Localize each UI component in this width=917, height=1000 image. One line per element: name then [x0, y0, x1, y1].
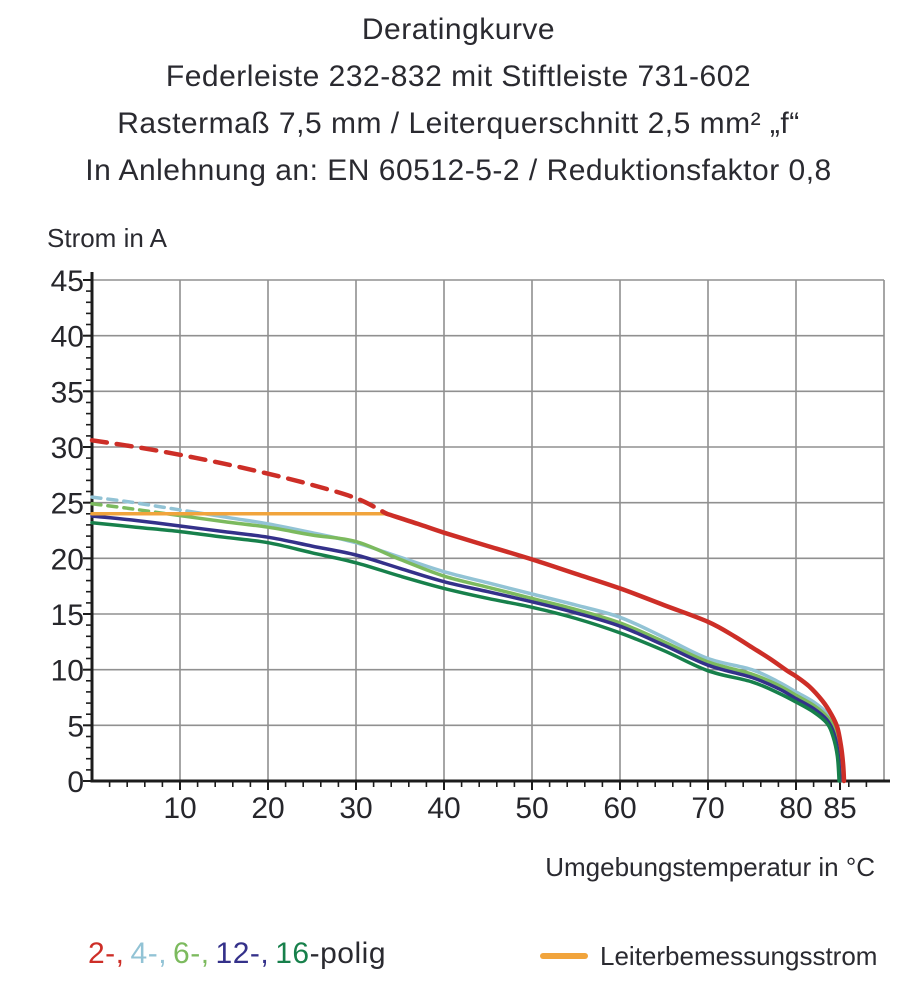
- x-tick-label: 40: [427, 792, 460, 825]
- legend-pole-item: 12-,: [215, 937, 270, 970]
- y-tick-label: 0: [67, 766, 84, 799]
- x-tick-label: 10: [163, 792, 196, 825]
- x-tick-label: 70: [691, 792, 724, 825]
- chart-subtitle-standard: In Anlehnung an: EN 60512-5-2 / Reduktio…: [85, 154, 832, 187]
- curve-2-polig: [384, 511, 847, 784]
- legend-pole-item: 4-,: [130, 937, 168, 970]
- y-tick-label: 30: [51, 432, 84, 465]
- y-tick-label: 45: [51, 265, 84, 298]
- chart-subtitle-connector: Federleiste 232-832 mit Stiftleiste 731-…: [165, 60, 752, 93]
- x-tick-label: 20: [251, 792, 284, 825]
- chart-subtitle-pitch: Rastermaß 7,5 mm / Leiterquerschnitt 2,5…: [117, 107, 800, 140]
- curve-16-polig: [90, 520, 841, 783]
- y-tick-label: 5: [67, 710, 84, 743]
- chart-title: Deratingkurve: [361, 13, 556, 46]
- x-axis-title: Umgebungstemperatur in °C: [545, 852, 875, 882]
- rated-current-legend: Leiterbemessungsstrom: [540, 941, 877, 972]
- legend-pole-item: 2-,: [88, 937, 125, 970]
- x-tick-label: 85: [823, 792, 856, 825]
- y-tick-label: 20: [51, 543, 84, 576]
- legend-pole-item: 16: [275, 937, 310, 970]
- curve-12-polig: [90, 514, 842, 783]
- rated-current-label: Leiterbemessungsstrom: [600, 941, 878, 971]
- y-tick-label: 40: [51, 321, 84, 354]
- x-tick-label: 30: [339, 792, 372, 825]
- legend-pole-item: 6-,: [173, 937, 210, 970]
- y-axis-title: Strom in A: [47, 223, 167, 253]
- x-tick-label: 60: [603, 792, 636, 825]
- curve-2-polig-dashed: [89, 438, 390, 517]
- curve-4-polig-dashed: [90, 495, 200, 515]
- legend-pole-suffix: -polig: [309, 937, 386, 970]
- title-block: Deratingkurve Federleiste 232-832 mit St…: [0, 6, 917, 194]
- curve-4-polig: [195, 510, 844, 783]
- rated-current-line-swatch: [540, 953, 588, 960]
- poles-legend: 2-, 4-, 6-, 12-, 16-polig: [88, 937, 386, 971]
- y-tick-label: 25: [51, 488, 84, 521]
- x-tick-label: 80: [779, 792, 812, 825]
- x-tick-label: 50: [515, 792, 548, 825]
- y-tick-label: 35: [51, 376, 84, 409]
- y-tick-label: 15: [51, 599, 84, 632]
- y-tick-label: 10: [51, 655, 84, 688]
- curve-6-polig: [165, 512, 843, 783]
